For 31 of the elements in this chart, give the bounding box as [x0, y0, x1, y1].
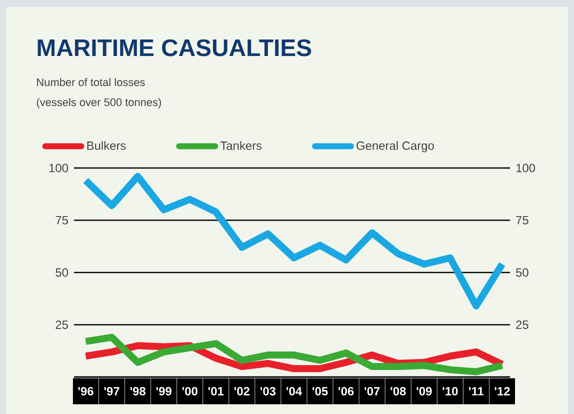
x-tick-label: '00 — [182, 386, 198, 396]
x-tick-label: '10 — [442, 386, 458, 396]
y2-tick-label: 50 — [516, 268, 528, 277]
y2-tick-label: 75 — [516, 216, 528, 224]
x-tick-label: '03 — [260, 386, 276, 396]
x-tick-label: '04 — [286, 386, 302, 396]
x-tick-label: '02 — [234, 386, 250, 396]
y-tick-label: 25 — [56, 320, 68, 329]
text: (vessels over 500 tonnes) — [36, 98, 161, 108]
x-tick-label: '11 — [469, 387, 484, 396]
chart-title: MARITIME CASUALTIES — [38, 39, 312, 56]
x-tick-label: '96 — [78, 386, 94, 396]
x-tick-label: '98 — [130, 386, 146, 396]
y-tick-label: 50 — [56, 268, 68, 277]
y-tick-label: 100 — [49, 164, 68, 172]
x-tick-label: '09 — [416, 386, 432, 396]
y2-tick-label: 100 — [516, 164, 536, 172]
x-tick-label: '99 — [156, 386, 172, 396]
x-tick-label: '06 — [338, 386, 354, 396]
legend-label: Bulkers — [87, 141, 126, 150]
x-tick-label: '01 — [208, 386, 224, 396]
x-tick-label: '97 — [104, 386, 120, 396]
x-tick-label: '08 — [390, 386, 406, 396]
x-tick-label: '12 — [494, 387, 510, 396]
legend-label: Tankers — [220, 141, 262, 150]
chart-subtitle: Number of total losses — [37, 78, 145, 86]
y2-tick-label: 25 — [516, 320, 528, 329]
x-tick-label: '05 — [312, 386, 328, 396]
legend-label: General Cargo — [356, 141, 434, 152]
y-tick-label: 75 — [56, 216, 68, 224]
x-tick-label: '07 — [364, 386, 380, 396]
